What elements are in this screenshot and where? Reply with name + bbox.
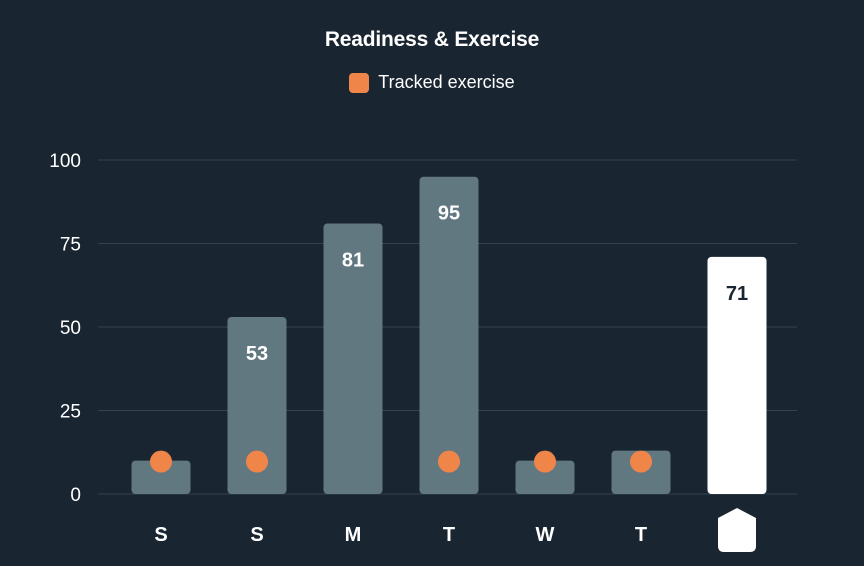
- x-tick-label: S: [154, 524, 167, 546]
- y-tick-label: 0: [70, 485, 81, 506]
- bar-value-label: 95: [438, 203, 460, 225]
- y-tick-label: 100: [49, 151, 81, 172]
- exercise-marker: [150, 450, 172, 473]
- bar: [323, 223, 383, 494]
- x-label-highlight-badge: [718, 508, 756, 552]
- x-tick-label: W: [536, 524, 555, 546]
- bar: [707, 256, 767, 494]
- bar-value-label: 71: [726, 283, 748, 305]
- bar: [227, 316, 287, 494]
- bar-value-label: 81: [342, 249, 364, 271]
- exercise-marker: [246, 450, 268, 473]
- x-tick-label: M: [345, 524, 362, 546]
- exercise-marker: [630, 450, 652, 473]
- y-tick-label: 50: [60, 318, 81, 339]
- x-tick-label: T: [443, 524, 455, 546]
- bar: [419, 176, 479, 494]
- bar-value-label: 53: [246, 343, 268, 365]
- exercise-marker: [534, 450, 556, 473]
- x-tick-label: F: [731, 524, 743, 546]
- exercise-marker: [438, 450, 460, 473]
- bar: [131, 460, 191, 494]
- x-tick-label: T: [635, 524, 647, 546]
- bar: [515, 460, 575, 494]
- chart-title: Readiness & Exercise: [324, 28, 540, 51]
- legend: Tracked exercise: [0, 72, 864, 93]
- y-tick-label: 75: [60, 235, 81, 256]
- legend-swatch-tracked-exercise: [349, 72, 370, 93]
- legend-label-tracked-exercise: Tracked exercise: [378, 72, 515, 92]
- y-tick-label: 25: [60, 402, 81, 423]
- x-tick-label: S: [250, 524, 263, 546]
